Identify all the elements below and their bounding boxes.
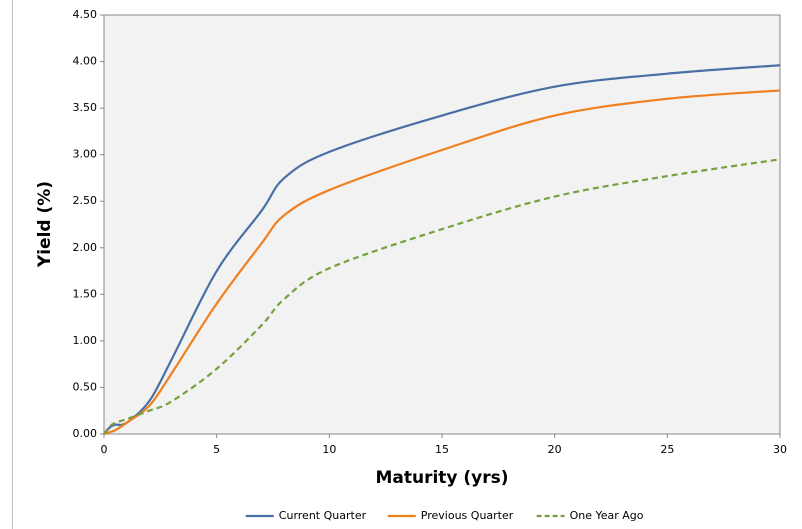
x-tick-label: 10 <box>322 443 336 456</box>
series-line <box>103 64 781 435</box>
y-tick-label: 1.50 <box>73 287 98 300</box>
legend-label: One Year Ago <box>570 509 644 522</box>
y-tick-label: 4.50 <box>73 8 98 21</box>
y-tick-label: 0.50 <box>73 380 98 393</box>
x-tick-label: 25 <box>660 443 674 456</box>
x-tick-label: 15 <box>435 443 449 456</box>
y-tick-label: 4.00 <box>73 55 98 68</box>
y-axis-title: Yield (%) <box>35 181 55 268</box>
legend-label: Current Quarter <box>279 509 367 522</box>
legend-label: Previous Quarter <box>421 509 514 522</box>
x-tick-label: 20 <box>548 443 562 456</box>
x-tick-label: 5 <box>213 443 220 456</box>
y-tick-label: 0.00 <box>73 427 98 440</box>
y-tick-label: 3.00 <box>73 148 98 161</box>
series-line <box>103 158 781 435</box>
y-tick-label: 2.00 <box>73 241 98 254</box>
y-tick-label: 1.00 <box>73 334 98 347</box>
x-axis-title: Maturity (yrs) <box>375 468 508 488</box>
series-line <box>103 89 781 436</box>
x-tick-label: 30 <box>773 443 787 456</box>
y-tick-label: 3.50 <box>73 101 98 114</box>
x-tick-label: 0 <box>101 443 108 456</box>
y-tick-label: 2.50 <box>73 194 98 207</box>
plot-area <box>103 14 781 435</box>
